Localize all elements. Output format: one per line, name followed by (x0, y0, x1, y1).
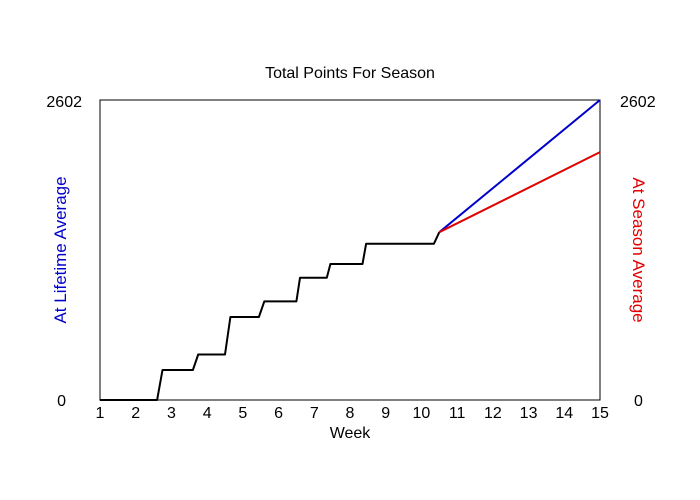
y-right-top-tick: 2602 (620, 94, 656, 111)
x-tick-label: 1 (96, 405, 105, 422)
series-line-2 (438, 151, 601, 234)
x-tick-labels: 1 2 3 4 5 6 7 8 9 10 11 12 13 14 15 (96, 405, 609, 422)
x-tick-label: 10 (413, 405, 431, 422)
x-tick-label: 8 (346, 405, 355, 422)
x-tick-label: 5 (238, 405, 247, 422)
y-right-bottom-tick: 0 (634, 393, 643, 410)
x-tick-label: 15 (591, 405, 609, 422)
y-axis-label-right: At Season Average (629, 177, 648, 322)
y-axis-label-left: At Lifetime Average (51, 176, 70, 323)
x-tick-label: 4 (203, 405, 212, 422)
x-tick-label: 14 (555, 405, 573, 422)
x-tick-label: 9 (381, 405, 390, 422)
y-left-top-tick: 2602 (46, 94, 82, 111)
y-left-bottom-tick: 0 (57, 393, 66, 410)
series-line-0 (100, 231, 441, 401)
x-axis-label: Week (330, 425, 372, 442)
plot-frame (99, 99, 601, 401)
x-tick-label: 6 (274, 405, 283, 422)
series-line-1 (438, 99, 601, 233)
x-tick-label: 11 (449, 405, 466, 422)
chart-title: Total Points For Season (265, 65, 435, 82)
x-tick-label: 2 (131, 405, 140, 422)
x-tick-label: 3 (167, 405, 176, 422)
series-layer (100, 99, 601, 401)
x-tick-label: 7 (310, 405, 319, 422)
x-tick-label: 12 (484, 405, 502, 422)
x-tick-label: 13 (520, 405, 538, 422)
